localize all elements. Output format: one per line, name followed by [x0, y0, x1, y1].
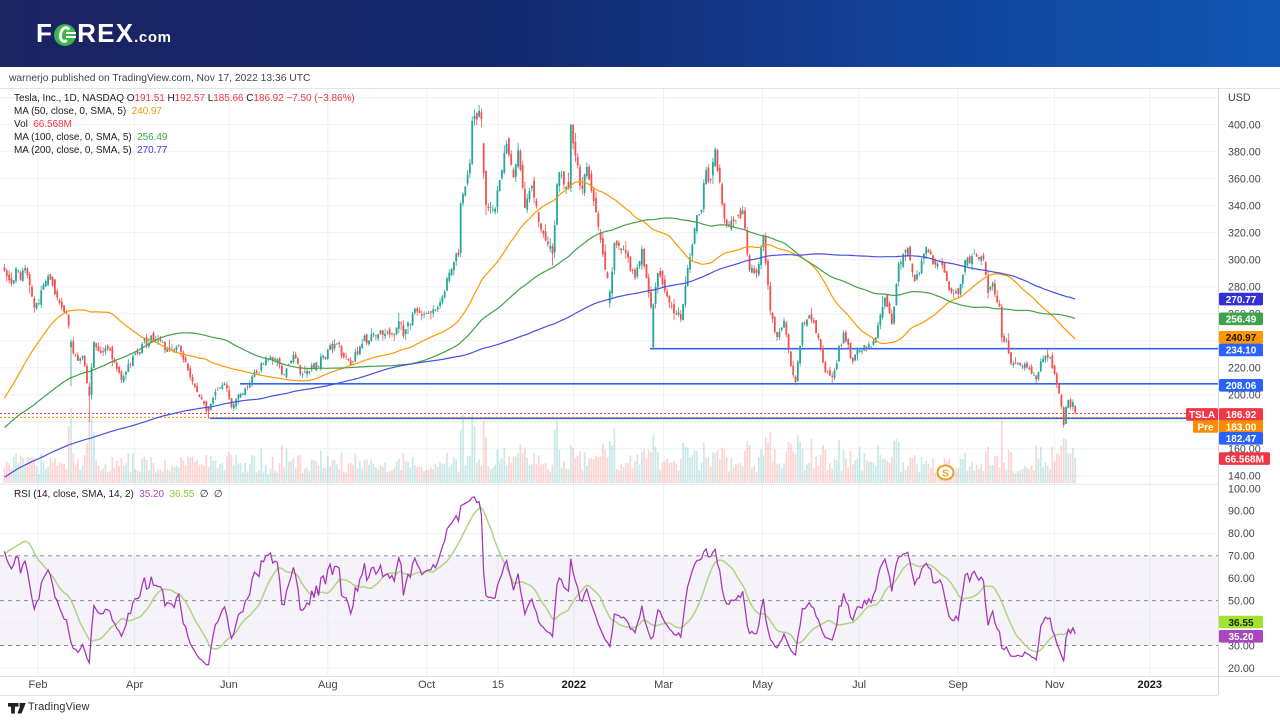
svg-text:220.00: 220.00 — [1228, 363, 1261, 375]
svg-text:Nov: Nov — [1045, 679, 1065, 691]
svg-text:30.00: 30.00 — [1228, 640, 1255, 652]
svg-text:400.00: 400.00 — [1228, 119, 1261, 131]
svg-text:360.00: 360.00 — [1228, 173, 1261, 185]
svg-text:Mar: Mar — [654, 679, 673, 691]
svg-text:60.00: 60.00 — [1228, 573, 1255, 585]
svg-text:TSLA: TSLA — [1189, 410, 1215, 421]
svg-text:320.00: 320.00 — [1228, 227, 1261, 239]
svg-text:256.49: 256.49 — [1226, 315, 1257, 326]
svg-text:Aug: Aug — [318, 679, 338, 691]
svg-text:2023: 2023 — [1138, 679, 1162, 691]
svg-text:280.00: 280.00 — [1228, 282, 1261, 294]
svg-text:50.00: 50.00 — [1228, 596, 1255, 608]
svg-text:80.00: 80.00 — [1228, 528, 1255, 540]
svg-text:Apr: Apr — [126, 679, 143, 691]
svg-text:70.00: 70.00 — [1228, 551, 1255, 563]
svg-text:208.06: 208.06 — [1226, 381, 1257, 392]
svg-text:182.47: 182.47 — [1226, 434, 1257, 445]
svg-text:100.00: 100.00 — [1228, 483, 1261, 495]
svg-text:Oct: Oct — [418, 679, 435, 691]
svg-text:Sep: Sep — [948, 679, 968, 691]
svg-text:186.92: 186.92 — [1226, 410, 1257, 421]
svg-text:Jun: Jun — [220, 679, 238, 691]
svg-text:Jul: Jul — [852, 679, 866, 691]
svg-text:Pre: Pre — [1197, 422, 1214, 433]
svg-text:340.00: 340.00 — [1228, 200, 1261, 212]
svg-text:200.00: 200.00 — [1228, 390, 1261, 402]
svg-text:240.97: 240.97 — [1226, 333, 1257, 344]
svg-text:300.00: 300.00 — [1228, 254, 1261, 266]
svg-text:90.00: 90.00 — [1228, 506, 1255, 518]
svg-text:380.00: 380.00 — [1228, 146, 1261, 158]
svg-text:Feb: Feb — [29, 679, 48, 691]
svg-text:May: May — [752, 679, 773, 691]
svg-text:234.10: 234.10 — [1226, 346, 1257, 357]
svg-text:36.55: 36.55 — [1228, 618, 1253, 629]
svg-text:270.77: 270.77 — [1226, 295, 1257, 306]
svg-text:USD: USD — [1228, 92, 1251, 104]
svg-text:20.00: 20.00 — [1228, 663, 1255, 675]
svg-text:183.00: 183.00 — [1226, 422, 1257, 433]
svg-text:140.00: 140.00 — [1228, 471, 1261, 483]
svg-text:35.20: 35.20 — [1228, 632, 1253, 643]
svg-text:15: 15 — [492, 679, 504, 691]
svg-text:2022: 2022 — [562, 679, 586, 691]
svg-text:S: S — [942, 469, 949, 480]
svg-text:66.568M: 66.568M — [1225, 454, 1264, 465]
